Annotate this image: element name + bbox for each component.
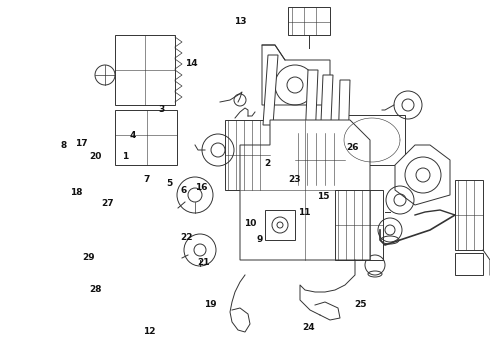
Text: 19: 19: [204, 300, 217, 309]
Text: 11: 11: [297, 208, 310, 217]
Text: 6: 6: [181, 186, 187, 195]
Text: 8: 8: [61, 141, 67, 150]
Text: 7: 7: [144, 175, 150, 184]
Bar: [295, 133, 345, 185]
Text: 27: 27: [101, 199, 114, 208]
Text: 3: 3: [159, 105, 165, 114]
Bar: [335, 190, 383, 260]
Polygon shape: [320, 75, 333, 145]
Text: 10: 10: [244, 219, 256, 228]
Polygon shape: [263, 55, 278, 125]
Polygon shape: [115, 35, 175, 105]
Text: 4: 4: [129, 130, 136, 139]
Text: 14: 14: [185, 58, 197, 68]
Polygon shape: [395, 145, 450, 205]
Text: 9: 9: [256, 235, 263, 244]
Polygon shape: [338, 80, 350, 150]
Text: 18: 18: [70, 188, 82, 197]
Polygon shape: [240, 120, 370, 260]
Text: 12: 12: [143, 327, 156, 336]
Text: 21: 21: [197, 258, 210, 267]
Text: 2: 2: [264, 159, 270, 168]
Text: 28: 28: [89, 285, 102, 294]
Text: 23: 23: [288, 175, 300, 184]
Text: 13: 13: [234, 17, 246, 26]
Polygon shape: [305, 70, 318, 140]
Polygon shape: [262, 45, 330, 105]
Text: 29: 29: [82, 253, 95, 262]
Text: 20: 20: [89, 152, 102, 161]
Text: 1: 1: [122, 152, 128, 161]
Text: 16: 16: [195, 183, 207, 192]
Bar: [455, 253, 483, 275]
Text: 5: 5: [166, 179, 172, 188]
Text: 24: 24: [302, 323, 315, 332]
Bar: [288, 7, 330, 35]
Text: 17: 17: [74, 139, 87, 148]
Text: 26: 26: [346, 143, 359, 152]
Bar: [265, 210, 295, 240]
Bar: [455, 180, 483, 250]
Text: 25: 25: [354, 300, 367, 309]
Text: 22: 22: [180, 233, 193, 242]
Bar: [225, 120, 270, 190]
Bar: [115, 110, 177, 165]
Text: 15: 15: [317, 192, 330, 201]
